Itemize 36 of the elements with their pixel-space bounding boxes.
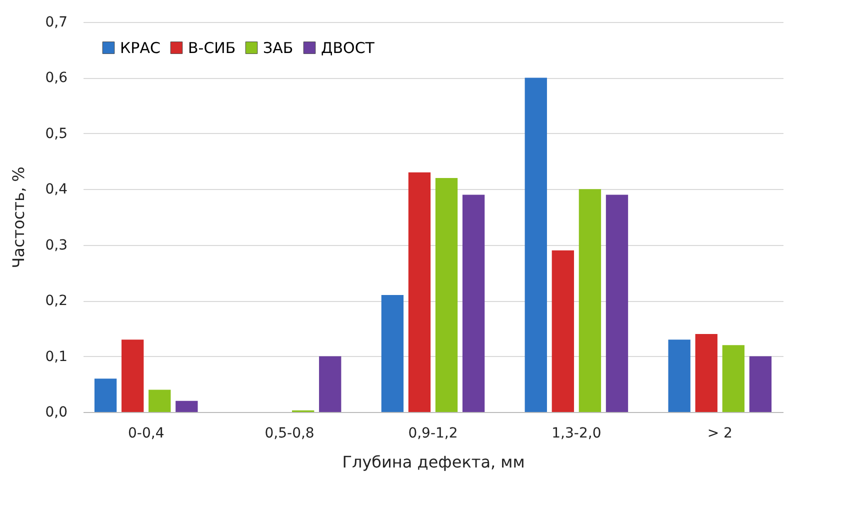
legend-label: ДВОСТ bbox=[321, 38, 376, 57]
y-tick-label: 0,6 bbox=[45, 70, 68, 86]
x-tick-label: > 2 bbox=[707, 426, 732, 442]
legend-label: В-СИБ bbox=[188, 38, 236, 57]
bar bbox=[668, 340, 690, 412]
bar bbox=[606, 194, 628, 412]
bar bbox=[176, 400, 198, 412]
bar bbox=[578, 189, 602, 412]
x-tick-label: 0,9-1,2 bbox=[408, 426, 458, 442]
legend-label: КРАС bbox=[120, 38, 160, 57]
bar bbox=[408, 172, 431, 412]
bar bbox=[462, 194, 485, 412]
y-tick-label: 0,2 bbox=[45, 293, 68, 310]
x-tick-label: 0,5-0,8 bbox=[264, 426, 314, 442]
y-tick-label: 0,7 bbox=[45, 14, 68, 30]
y-tick-label: 0,0 bbox=[45, 404, 68, 420]
bar bbox=[695, 334, 718, 412]
legend-label: ЗАБ bbox=[263, 38, 294, 57]
y-tick-label: 0,1 bbox=[45, 348, 68, 365]
bar bbox=[524, 78, 547, 412]
x-tick-label: 1,3-2,0 bbox=[552, 426, 602, 442]
x-tick-label: 0-0,4 bbox=[128, 426, 164, 442]
y-axis-title: Частость, % bbox=[9, 166, 28, 268]
y-tick-label: 0,5 bbox=[45, 126, 68, 142]
bar bbox=[435, 178, 458, 412]
y-tick-label: 0,4 bbox=[45, 182, 68, 198]
bar bbox=[94, 378, 117, 412]
bar bbox=[122, 340, 144, 412]
y-tick-label: 0,3 bbox=[45, 237, 68, 254]
bar bbox=[381, 295, 404, 412]
bar bbox=[552, 250, 574, 412]
bar bbox=[749, 356, 772, 412]
bar bbox=[722, 345, 744, 412]
bar bbox=[148, 390, 171, 412]
bar bbox=[319, 356, 342, 412]
x-axis-title: Глубина дефекта, мм bbox=[342, 452, 525, 472]
